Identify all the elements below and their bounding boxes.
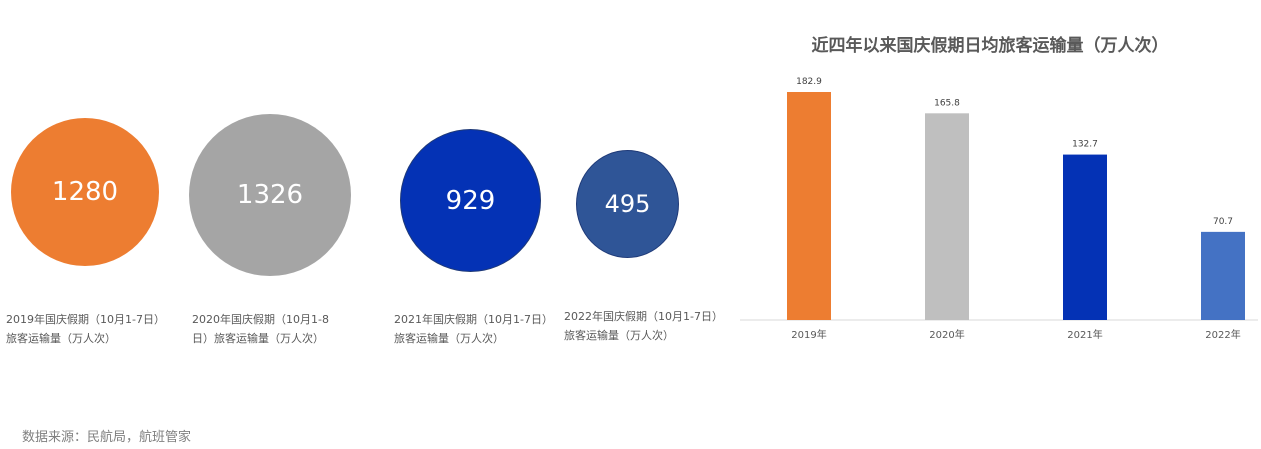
caption-2022-line2: 旅客运输量（万人次） [564,329,674,342]
data-label-2019年: 182.9 [796,77,822,87]
caption-2019-line1: 2019年国庆假期（10月1-7日） [6,313,165,326]
bubble-2020: 1326 [189,114,351,276]
tick-label-2020年: 2020年 [929,328,964,341]
caption-2021: 2021年国庆假期（10月1-7日） 旅客运输量（万人次） [394,310,553,348]
caption-2021-line2: 旅客运输量（万人次） [394,332,504,345]
bubble-value-2022: 495 [604,190,651,218]
tick-label-2021年: 2021年 [1067,328,1102,341]
bar-2021年 [1063,154,1107,320]
data-label-2022年: 70.7 [1213,217,1233,227]
chart-title: 近四年以来国庆假期日均旅客运输量（万人次） [811,36,1169,56]
bubble-value-2021: 929 [445,185,496,216]
caption-2019-line2: 旅客运输量（万人次） [6,332,116,345]
bar-2022年 [1201,231,1245,320]
bubble-2022: 495 [576,150,679,258]
caption-2022-line1: 2022年国庆假期（10月1-7日） [564,310,723,323]
caption-2020-line1: 2020年国庆假期（10月1-8 [192,313,329,326]
bubble-2019: 1280 [11,118,159,266]
tick-label-2022年: 2022年 [1205,328,1240,341]
data-label-2020年: 165.8 [934,98,960,108]
bar-2019年 [787,92,831,320]
data-label-2021年: 132.7 [1072,140,1098,150]
tick-label-2019年: 2019年 [791,328,826,341]
caption-2020-line2: 日）旅客运输量（万人次） [192,332,324,345]
bubble-value-2020: 1326 [236,180,304,210]
caption-2021-line1: 2021年国庆假期（10月1-7日） [394,313,553,326]
bubble-2021: 929 [400,129,541,272]
bar-chart: 182.9 2019年 165.8 2020年 132.7 2021年 70.7 2022年 [740,77,1258,341]
caption-2019: 2019年国庆假期（10月1-7日） 旅客运输量（万人次） [6,310,165,348]
bubble-value-2019: 1280 [51,177,119,207]
data-source: 数据来源：民航局，航班管家 [22,430,192,445]
caption-2022: 2022年国庆假期（10月1-7日） 旅客运输量（万人次） [564,307,723,345]
bar-2020年 [925,113,969,321]
caption-2020: 2020年国庆假期（10月1-8 日）旅客运输量（万人次） [192,310,329,348]
